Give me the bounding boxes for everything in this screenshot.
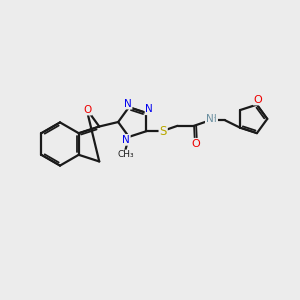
Text: CH₃: CH₃ bbox=[117, 150, 134, 159]
Text: N: N bbox=[146, 104, 153, 114]
Text: O: O bbox=[254, 94, 262, 104]
Text: H: H bbox=[209, 114, 217, 124]
Text: N: N bbox=[124, 99, 132, 109]
Text: N: N bbox=[122, 135, 130, 145]
Text: N: N bbox=[206, 114, 214, 124]
Text: O: O bbox=[191, 139, 200, 149]
Text: O: O bbox=[83, 105, 91, 115]
Text: S: S bbox=[160, 125, 167, 138]
